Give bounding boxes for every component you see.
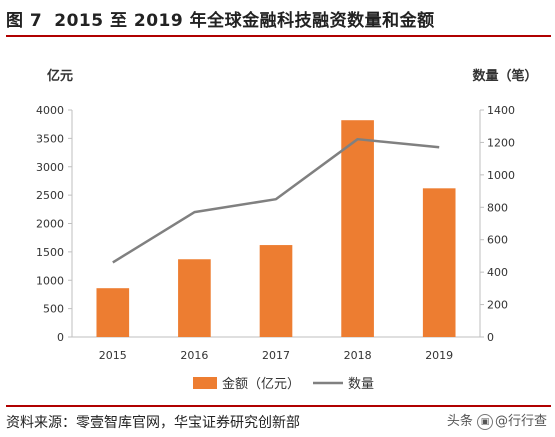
line-series [112, 137, 440, 264]
source-divider [6, 405, 551, 407]
bar-series [96, 120, 456, 337]
right-axis-tick-label: 600 [487, 234, 508, 247]
left-axis-label: 亿元 [47, 68, 73, 84]
bar [178, 259, 211, 337]
line-series-path [112, 137, 440, 264]
right-axis-tick-label: 200 [487, 299, 508, 312]
watermark-handle: @行行查 [494, 414, 547, 429]
right-axis-tick-label: 1000 [487, 169, 515, 182]
left-axis-tick-label: 4000 [36, 104, 64, 117]
left-axis-tick-label: 500 [43, 303, 64, 316]
watermark-prefix: 头条 [446, 414, 473, 429]
watermark-logo-icon: ▣ [476, 413, 493, 430]
x-axis-tick-label: 2017 [262, 349, 290, 362]
left-axis-tick-label: 2500 [36, 189, 64, 202]
left-axis-tick-label: 3500 [36, 132, 64, 145]
left-axis-tick-label: 2000 [36, 218, 64, 231]
left-axis-tick-label: 1500 [36, 246, 64, 259]
x-axis-tick-label: 2018 [344, 349, 372, 362]
source-note: 资料来源：零壹智库官网，华宝证券研究创新部 [6, 415, 300, 431]
legend-bar-swatch [193, 377, 217, 389]
left-axis-tick-label: 3000 [36, 161, 64, 174]
chart-legend: 金额（亿元） 数量 [193, 376, 374, 392]
left-axis-tick-label: 1000 [36, 274, 64, 287]
x-axis-tick-label: 2019 [425, 349, 453, 362]
right-axis-label: 数量（笔） [472, 68, 537, 84]
bar [259, 245, 293, 337]
right-axis-tick-label: 1400 [487, 104, 515, 117]
x-axis-tick-label: 2015 [99, 349, 127, 362]
chart: 0 500 1000 1500 2000 2500 3000 3500 4000 0 200 400 6… [36, 68, 538, 392]
left-axis-tick-label: 0 [57, 331, 64, 344]
right-axis-tick-label: 800 [487, 201, 508, 214]
x-axis-tick-label: 2016 [180, 349, 208, 362]
bar [341, 120, 374, 337]
bar [96, 288, 130, 337]
figure-title-text: 2015 至 2019 年全球金融科技融资数量和金额 [54, 11, 435, 31]
watermark: 头条 ▣ @行行查 [447, 410, 547, 430]
figure-number: 图 7 [6, 11, 43, 31]
legend-line-label: 数量 [348, 377, 374, 392]
figure-title: 图 7 2015 至 2019 年全球金融科技融资数量和金额 [6, 6, 435, 31]
bar [422, 188, 456, 337]
legend-bar-label: 金额（亿元） [222, 376, 300, 392]
right-axis-tick-label: 1200 [487, 136, 515, 149]
title-divider [6, 35, 551, 37]
chart-axes: 0 500 1000 1500 2000 2500 3000 3500 4000 0 200 400 6… [36, 68, 538, 362]
right-axis-tick-label: 400 [487, 266, 508, 279]
right-axis-tick-label: 0 [487, 331, 494, 344]
